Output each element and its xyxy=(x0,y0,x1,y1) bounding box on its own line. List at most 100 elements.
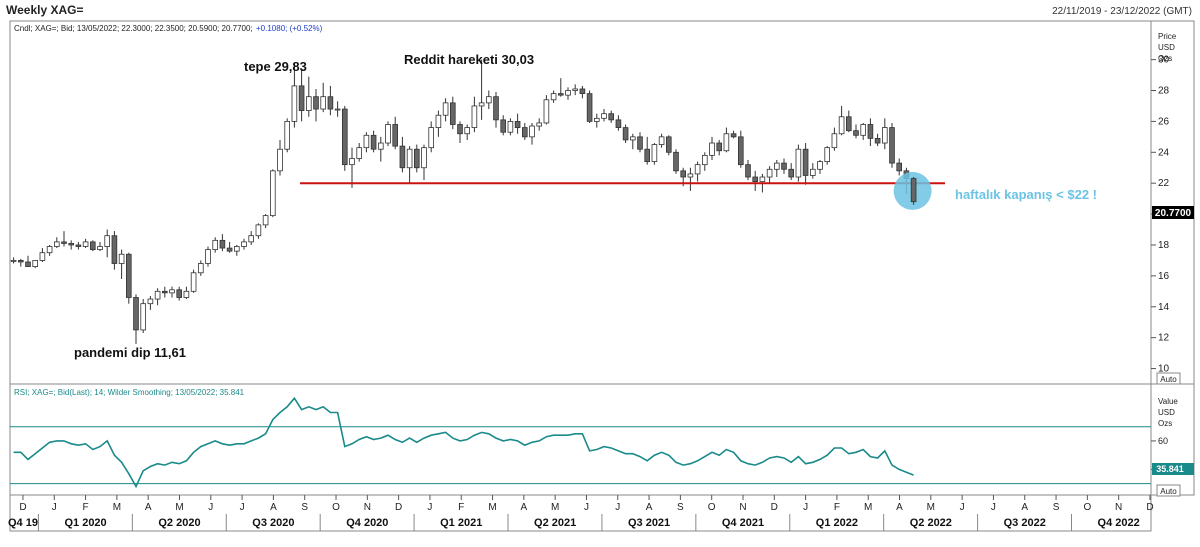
month-tick-label: F xyxy=(83,502,89,513)
candle-body xyxy=(565,90,571,96)
month-tick-label: J xyxy=(991,502,996,513)
month-tick-label: S xyxy=(677,502,684,513)
price-tick-label: 28 xyxy=(1158,86,1170,97)
candle-body xyxy=(457,124,463,135)
candle-body xyxy=(226,247,233,252)
rsi-tick-label: 60 xyxy=(1158,436,1168,446)
candle-body xyxy=(666,136,672,153)
rsi-reference-lines xyxy=(10,426,1151,485)
candle-body xyxy=(140,303,147,331)
candle-body xyxy=(802,148,809,176)
month-tick-label: F xyxy=(458,502,464,513)
candle-body xyxy=(334,108,341,111)
candle-body xyxy=(889,127,895,164)
time-axis-frame xyxy=(9,494,1152,532)
candle-body xyxy=(910,178,917,203)
candle-body xyxy=(442,102,449,116)
candle-body xyxy=(421,147,427,169)
candle-body xyxy=(529,125,535,138)
month-tick-label: D xyxy=(771,502,778,513)
candle-body xyxy=(572,88,578,91)
candle-body xyxy=(601,113,607,119)
candle-body xyxy=(716,142,722,152)
candle-body xyxy=(449,102,456,125)
quarter-tick-label: Q4 2020 xyxy=(346,517,388,529)
candle-body xyxy=(90,241,96,251)
month-tick-label: A xyxy=(646,502,653,513)
candle-body xyxy=(680,170,686,178)
month-tick-label: N xyxy=(1115,502,1122,513)
month-tick-label: J xyxy=(803,502,808,513)
price-auto-label: Auto xyxy=(1160,375,1177,384)
candle-body xyxy=(183,290,190,298)
candle-body xyxy=(349,158,355,166)
candle-body xyxy=(46,246,53,254)
candle-body xyxy=(709,142,715,156)
rsi-axis-title-3: Ozs xyxy=(1158,419,1172,428)
candle-body xyxy=(687,173,694,178)
candle-body xyxy=(471,105,478,128)
candle-body xyxy=(896,162,902,172)
quarter-tick-label: Q3 2021 xyxy=(628,517,670,529)
price-panel-frame xyxy=(9,20,1152,385)
rsi-auto-button[interactable] xyxy=(1156,484,1181,497)
month-tick-label: J xyxy=(427,502,432,513)
candle-body xyxy=(435,114,442,128)
rsi-panel-frame xyxy=(9,383,1152,496)
candles xyxy=(10,59,910,344)
candle-body xyxy=(608,113,614,121)
candle-body xyxy=(205,249,211,264)
candle-body xyxy=(464,127,470,135)
candle-body xyxy=(622,127,629,141)
candle-body xyxy=(370,134,377,150)
quarter-tick-label: Q1 2020 xyxy=(64,517,106,529)
candle-body xyxy=(197,263,204,274)
candle-body xyxy=(543,99,550,124)
price-tick-label: 18 xyxy=(1158,240,1170,251)
price-tick-label: 24 xyxy=(1158,147,1170,158)
price-info: Cndl; XAG=; Bid; 13/05/2022; 22.3000; 22… xyxy=(14,24,253,33)
annotation-dip: pandemi dip 11,61 xyxy=(74,345,186,360)
candle-body xyxy=(500,119,506,133)
rsi-info: RSI; XAG=; Bid(Last); 14; Wilder Smoothi… xyxy=(14,388,245,397)
price-tick-label: 26 xyxy=(1158,116,1170,127)
candle-body xyxy=(493,96,499,121)
candle-body xyxy=(788,168,794,178)
candle-body xyxy=(133,297,139,331)
month-tick-label: D xyxy=(1146,502,1153,513)
price-tick-label: 14 xyxy=(1158,302,1170,313)
price-auto-button[interactable] xyxy=(1156,372,1181,385)
month-tick-label: A xyxy=(521,502,528,513)
candle-body xyxy=(313,96,319,110)
quarter-tick-label: Q4 2021 xyxy=(722,517,764,529)
candle-body xyxy=(702,154,708,166)
candle-body xyxy=(356,147,362,159)
candle-body xyxy=(644,148,650,162)
candle-body xyxy=(738,136,744,166)
candle-body xyxy=(831,133,838,149)
candle-body xyxy=(428,127,434,149)
window-title: Weekly XAG= xyxy=(6,3,84,17)
candle-body xyxy=(68,243,75,246)
candle-body xyxy=(284,121,290,150)
candle-body xyxy=(673,151,679,172)
candle-body xyxy=(147,298,154,305)
month-tick-label: M xyxy=(488,502,496,513)
annotation-top: tepe 29,83 xyxy=(244,59,307,74)
candle-body xyxy=(399,145,406,169)
candle-body xyxy=(377,142,384,150)
month-tick-label: A xyxy=(1021,502,1028,513)
candle-body xyxy=(867,124,874,139)
quarter-tick-label: Q4 2022 xyxy=(1098,517,1140,529)
candle-body xyxy=(846,116,852,132)
candle-body xyxy=(522,127,528,138)
candle-body xyxy=(882,127,888,144)
candle-body xyxy=(39,252,46,261)
candle-body xyxy=(161,290,168,294)
candle-body xyxy=(212,239,219,251)
annotation-reddit: Reddit hareketi 30,03 xyxy=(404,52,534,67)
candle-body xyxy=(478,102,485,107)
candle-body xyxy=(579,88,586,94)
candle-body xyxy=(853,130,859,136)
candle-body xyxy=(104,235,111,247)
